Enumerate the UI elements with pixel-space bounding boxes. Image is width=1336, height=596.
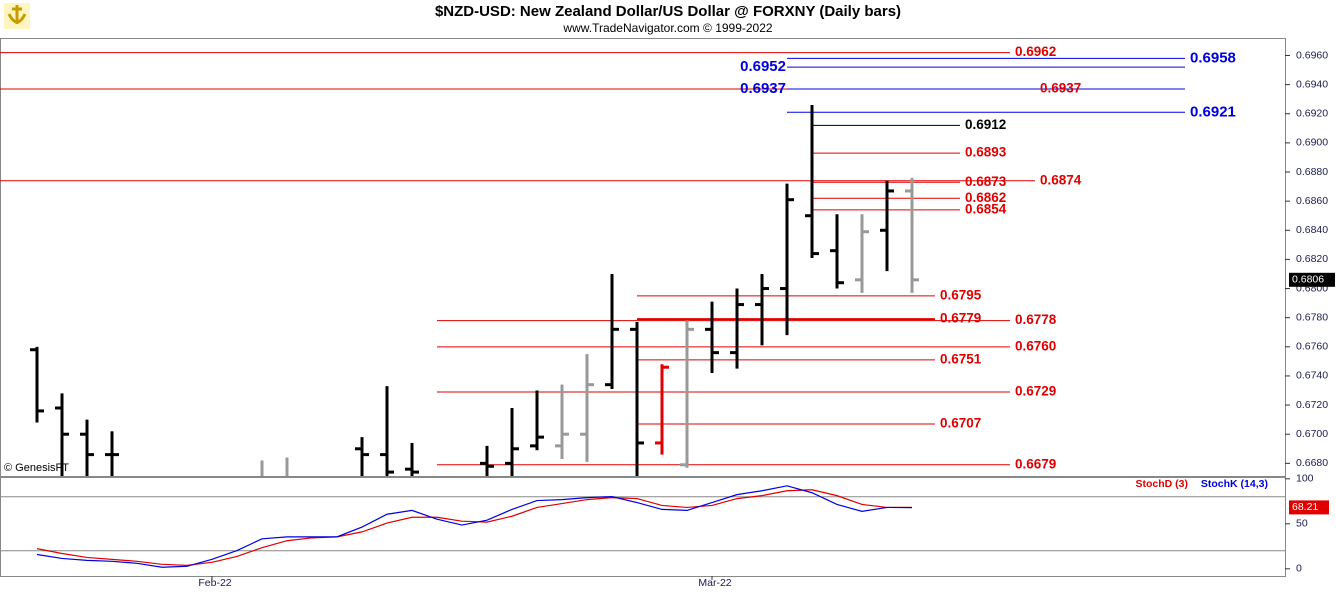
last-price-label: 0.6806: [1292, 274, 1324, 286]
level-label: 0.6862: [965, 190, 1006, 205]
level-label: 0.6779: [940, 311, 981, 326]
x-tick-label: Mar-22: [698, 577, 731, 589]
stoch-panel: [0, 477, 1286, 577]
y-tick-label: 0.6940: [1296, 78, 1328, 90]
chart-subtitle: www.TradeNavigator.com © 1999-2022: [562, 21, 772, 35]
x-tick-label: Feb-22: [198, 577, 231, 589]
stoch-line: [36, 489, 913, 566]
level-label: 0.6912: [965, 117, 1006, 132]
price-panel: [0, 38, 1286, 477]
level-label: 0.6921: [1190, 103, 1236, 120]
last-value-box: [1289, 500, 1329, 515]
level-label: 0.6952: [740, 58, 786, 75]
level-label: 0.6937: [740, 80, 786, 97]
y-tick-label: 0.6820: [1296, 253, 1328, 265]
chart-title: $NZD-USD: New Zealand Dollar/US Dollar @…: [435, 3, 901, 20]
level-label: 0.6874: [1040, 172, 1082, 187]
last-price-box: [1289, 272, 1335, 287]
level-label: 0.6854: [965, 201, 1007, 216]
last-value-label: 68.21: [1292, 501, 1318, 513]
level-label: 0.6729: [1015, 384, 1056, 399]
legend-entry: StochK (14,3): [1201, 478, 1268, 490]
y-tick-label: 0.6780: [1296, 311, 1328, 323]
y-tick-label: 0: [1296, 563, 1302, 575]
y-tick-label: 0.6880: [1296, 166, 1328, 178]
y-tick-label: 0.6900: [1296, 137, 1328, 149]
y-tick-label: 0.6700: [1296, 428, 1328, 440]
price-plot: [0, 52, 1185, 476]
y-tick-label: 0.6680: [1296, 457, 1328, 469]
stoch-line: [36, 485, 913, 568]
level-label: 0.6962: [1015, 44, 1056, 59]
level-label: 0.6958: [1190, 49, 1236, 66]
level-label: 0.6795: [940, 287, 982, 302]
watermark: © GenesisFT: [4, 462, 69, 474]
y-tick-label: 0.6760: [1296, 341, 1328, 353]
logo: [4, 3, 30, 29]
y-tick-label: 100: [1296, 473, 1314, 485]
level-label: 0.6873: [965, 174, 1007, 189]
stoch-plot: [0, 485, 1285, 568]
level-label: 0.6679: [1015, 456, 1056, 471]
y-tick-label: 50: [1296, 518, 1308, 530]
level-label: 0.6707: [940, 416, 981, 431]
level-label: 0.6778: [1015, 312, 1057, 327]
level-label: 0.6760: [1015, 338, 1056, 353]
y-tick-label: 0.6960: [1296, 49, 1328, 61]
level-label: 0.6751: [940, 351, 982, 366]
legend-entry: StochD (3): [1136, 478, 1189, 490]
y-tick-label: 0.6740: [1296, 370, 1328, 382]
level-label: 0.6937: [1040, 81, 1081, 96]
y-tick-label: 0.6860: [1296, 195, 1328, 207]
y-tick-label: 0.6920: [1296, 108, 1328, 120]
y-tick-label: 0.6840: [1296, 224, 1328, 236]
level-label: 0.6893: [965, 145, 1007, 160]
y-tick-label: 0.6720: [1296, 399, 1328, 411]
